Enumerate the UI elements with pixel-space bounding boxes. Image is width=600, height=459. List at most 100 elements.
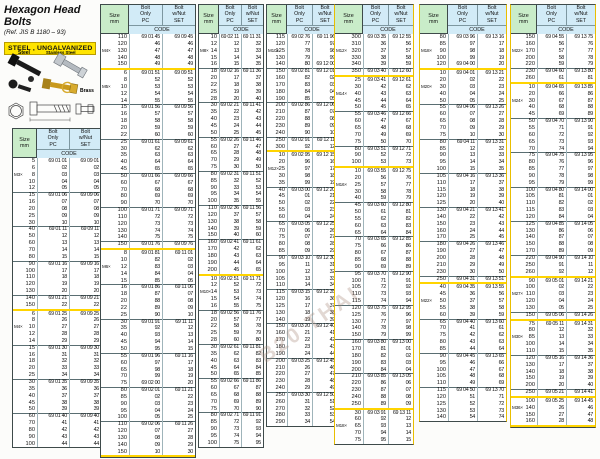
steel-label: Steel xyxy=(18,50,31,56)
table-row: 105 48 68 xyxy=(420,373,506,381)
table-row: 22 18 38 xyxy=(199,81,263,89)
bolt-wnut-code-cell: 27 xyxy=(477,111,506,119)
table-row: 70 09 29 xyxy=(420,124,506,132)
table-row: 70 68 68 xyxy=(101,186,195,194)
size-cell: 210 xyxy=(275,109,286,116)
table-row: 12 28 28 xyxy=(13,331,101,338)
table-row: 80 69 02 01 69 11 21 xyxy=(101,387,195,394)
bolt-only-code-cell: 59 xyxy=(219,330,241,338)
bolt-wnut-code-cell: 54 xyxy=(312,419,337,427)
table-row: 120 04 24 xyxy=(511,298,595,305)
size-cell: 125 xyxy=(525,220,536,227)
size-cell: M20× 30 xyxy=(421,83,446,90)
bolt-wnut-code-cell: 88 xyxy=(566,104,595,112)
bolt-only-code-cell: 97 xyxy=(129,359,162,367)
table-row: M4× 130 47 47 xyxy=(101,47,195,55)
bolt-wnut-code-cell: 21 xyxy=(312,193,337,201)
bolt-only-code-cell: 99 xyxy=(129,373,162,381)
size-cell: 125 xyxy=(436,400,447,407)
bolt-wnut-code-cell: 33 xyxy=(566,334,595,342)
bolt-only-code-cell: 14 xyxy=(448,159,477,167)
size-cell: 190 xyxy=(275,95,286,102)
size-cell: 55 xyxy=(354,215,361,222)
bolt-only-code-cell: 69 03 65 xyxy=(363,236,388,244)
bolt-only-code-cell: 14 xyxy=(537,341,566,348)
table-row: 100 47 67 xyxy=(420,366,506,374)
size-cell: 115 xyxy=(275,289,285,296)
bolt-only-code-cell: 69 03 85 xyxy=(363,373,388,381)
bolt-only-code-cell: 39 xyxy=(363,61,388,69)
table-row: 50 69 01 66 69 09 66 xyxy=(101,172,195,180)
size-cell: 80 xyxy=(439,138,446,145)
table-row: 130 38 58 xyxy=(199,218,263,226)
table-row: 220 86 06 xyxy=(335,380,413,388)
size-cell: M10× 14 xyxy=(200,289,217,296)
bolt-only-code-cell: 69 02 76 xyxy=(287,34,312,41)
bolt-only-code-cell: 29 xyxy=(287,385,312,392)
table-row: 15 14 34 xyxy=(199,54,263,62)
metric-size-label: M24× xyxy=(512,97,523,103)
size-cell: 25 xyxy=(28,372,35,379)
table-row: 150 40 60 xyxy=(199,232,263,240)
table-row: 75 69 05 11 69 14 31 xyxy=(511,320,595,328)
size-cell: 105 xyxy=(436,373,447,380)
size-cell: 220 xyxy=(525,61,536,68)
table-row: 115 69 04 50 69 13 70 xyxy=(420,387,506,394)
table-header: Size mm Bolt Only Bolt w/Nut PC SET CODE xyxy=(420,5,506,34)
size-cell: 150 xyxy=(525,375,536,382)
dimension-drawing xyxy=(8,101,95,122)
bolt-side-drawing xyxy=(29,101,71,122)
bolt-wnut-code-cell: 67 xyxy=(477,366,506,374)
table-row: 55 69 02 26 69 11 46 xyxy=(199,136,263,144)
table-row: 120 69 05 16 69 14 36 xyxy=(511,354,595,362)
size-cell: 210 xyxy=(275,364,286,371)
bolt-wnut-code-cell: 18 xyxy=(69,274,101,282)
set-unit-header: SET xyxy=(312,18,337,25)
bolt-wnut-code-cell: 20 xyxy=(477,61,506,69)
size-cell: 100 xyxy=(25,267,36,274)
size-cell: 250 xyxy=(351,400,362,407)
bolt-wnut-code-cell: 02 xyxy=(388,352,413,360)
table-row: 25 09 09 xyxy=(13,212,101,220)
size-cell: 140 xyxy=(525,368,536,375)
size-cell: 140 xyxy=(25,294,36,301)
bolt-wnut-code-cell: 34 xyxy=(566,341,595,348)
bolt-only-code-cell: 31 xyxy=(37,351,69,359)
size-cell: 220 xyxy=(275,116,286,123)
bolt-only-code-cell: 17 xyxy=(287,302,312,310)
table-row: 170 83 03 xyxy=(267,81,337,89)
table-row: 100 05 25 xyxy=(101,414,195,422)
bolt-wnut-code-cell: 04 xyxy=(566,213,595,221)
size-cell: 30 xyxy=(210,102,217,109)
bolt-only-code-cell: 69 01 81 xyxy=(129,250,162,257)
size-cell: 105 xyxy=(525,193,536,200)
size-cell: 60 xyxy=(120,359,127,366)
table-row: 22 58 78 xyxy=(199,323,263,331)
table-row: 85 09 29 xyxy=(267,248,337,255)
size-cell: 70 xyxy=(210,157,217,164)
table-row: 30 69 01 35 69 09 35 xyxy=(13,379,101,386)
size-cell: 45 xyxy=(120,339,127,346)
table-row: 55 69 02 66 69 11 86 xyxy=(199,378,263,386)
bolt-only-code-cell: 20 xyxy=(37,288,69,295)
bolt-wnut-code-cell: 92 xyxy=(566,131,595,139)
table-row: 40 63 83 xyxy=(199,357,263,365)
size-cell: 50 xyxy=(120,172,127,179)
bolt-wnut-code-cell: 98 xyxy=(312,47,337,55)
size-cell: 85 xyxy=(120,393,127,400)
size-cell: 130 xyxy=(525,361,536,368)
bolt-only-code-cell: 74 xyxy=(129,227,162,235)
bolt-wnut-code-cell: 87 xyxy=(566,97,595,105)
table-row: 120 19 39 xyxy=(420,193,506,201)
bolt-wnut-code-cell: 69 11 51 xyxy=(241,170,261,178)
bolt-only-code-cell: 69 04 90 xyxy=(537,255,566,262)
bolt-wnut-code-cell: 28 xyxy=(69,331,101,338)
bolt-only-code-cell: 77 xyxy=(537,166,566,173)
table-row: 85 68 88 xyxy=(335,257,413,264)
bolt-wnut-code-cell: 48 xyxy=(312,378,337,386)
size-cell: 130 xyxy=(275,54,286,61)
bolt-only-code-cell: 69 04 21 xyxy=(448,207,477,214)
bolt-only-code-cell: 59 xyxy=(129,124,162,132)
size-cell: 70 xyxy=(354,131,361,138)
bolt-wnut-code-cell: 73 xyxy=(477,407,506,415)
